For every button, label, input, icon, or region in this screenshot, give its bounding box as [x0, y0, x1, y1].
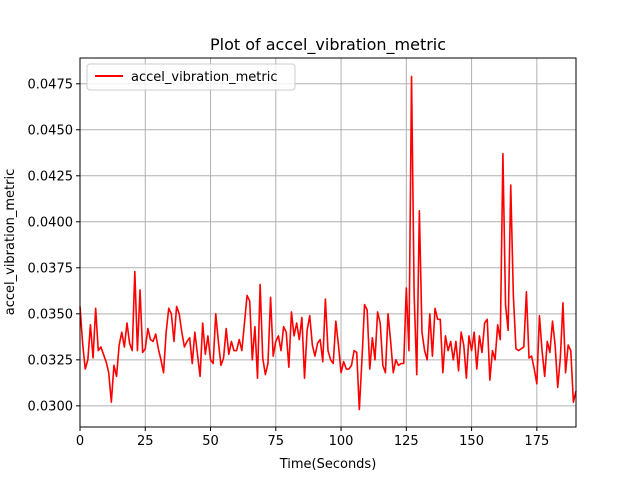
y-tick-label: 0.0325: [28, 353, 74, 368]
x-tick-label: 0: [76, 434, 84, 449]
y-tick-label: 0.0400: [28, 215, 74, 230]
legend-label: accel_vibration_metric: [131, 70, 278, 85]
x-tick-label: 50: [202, 434, 219, 449]
series-layer: [79, 75, 577, 411]
legend-box: [86, 63, 296, 91]
x-tick-label: 175: [524, 434, 549, 449]
chart-title: Plot of accel_vibration_metric: [210, 35, 446, 55]
series-line-accel-vibration-metric: [79, 75, 577, 411]
y-axis-label: accel_vibration_metric: [3, 169, 18, 316]
y-tick-label: 0.0475: [28, 77, 74, 92]
x-tick-label: 100: [329, 434, 354, 449]
x-tick-label: 125: [394, 434, 419, 449]
legend: accel_vibration_metric: [86, 63, 296, 91]
y-tick-label: 0.0300: [28, 399, 74, 414]
y-tick-label: 0.0375: [28, 261, 74, 276]
x-tick-label: 150: [459, 434, 484, 449]
x-tick-label: 25: [137, 434, 154, 449]
plot-frame: [79, 57, 577, 428]
y-tick-label: 0.0425: [28, 169, 74, 184]
x-tick-label: 75: [268, 434, 285, 449]
y-tick-label: 0.0350: [28, 307, 74, 322]
ticks: 0 25 50 75 100 125 150 175 0.0300 0.0325 0.0350 0.0…: [28, 77, 550, 449]
x-axis-label: Time(Seconds): [279, 457, 377, 472]
grid: [79, 58, 576, 427]
y-tick-label: 0.0450: [28, 123, 74, 138]
